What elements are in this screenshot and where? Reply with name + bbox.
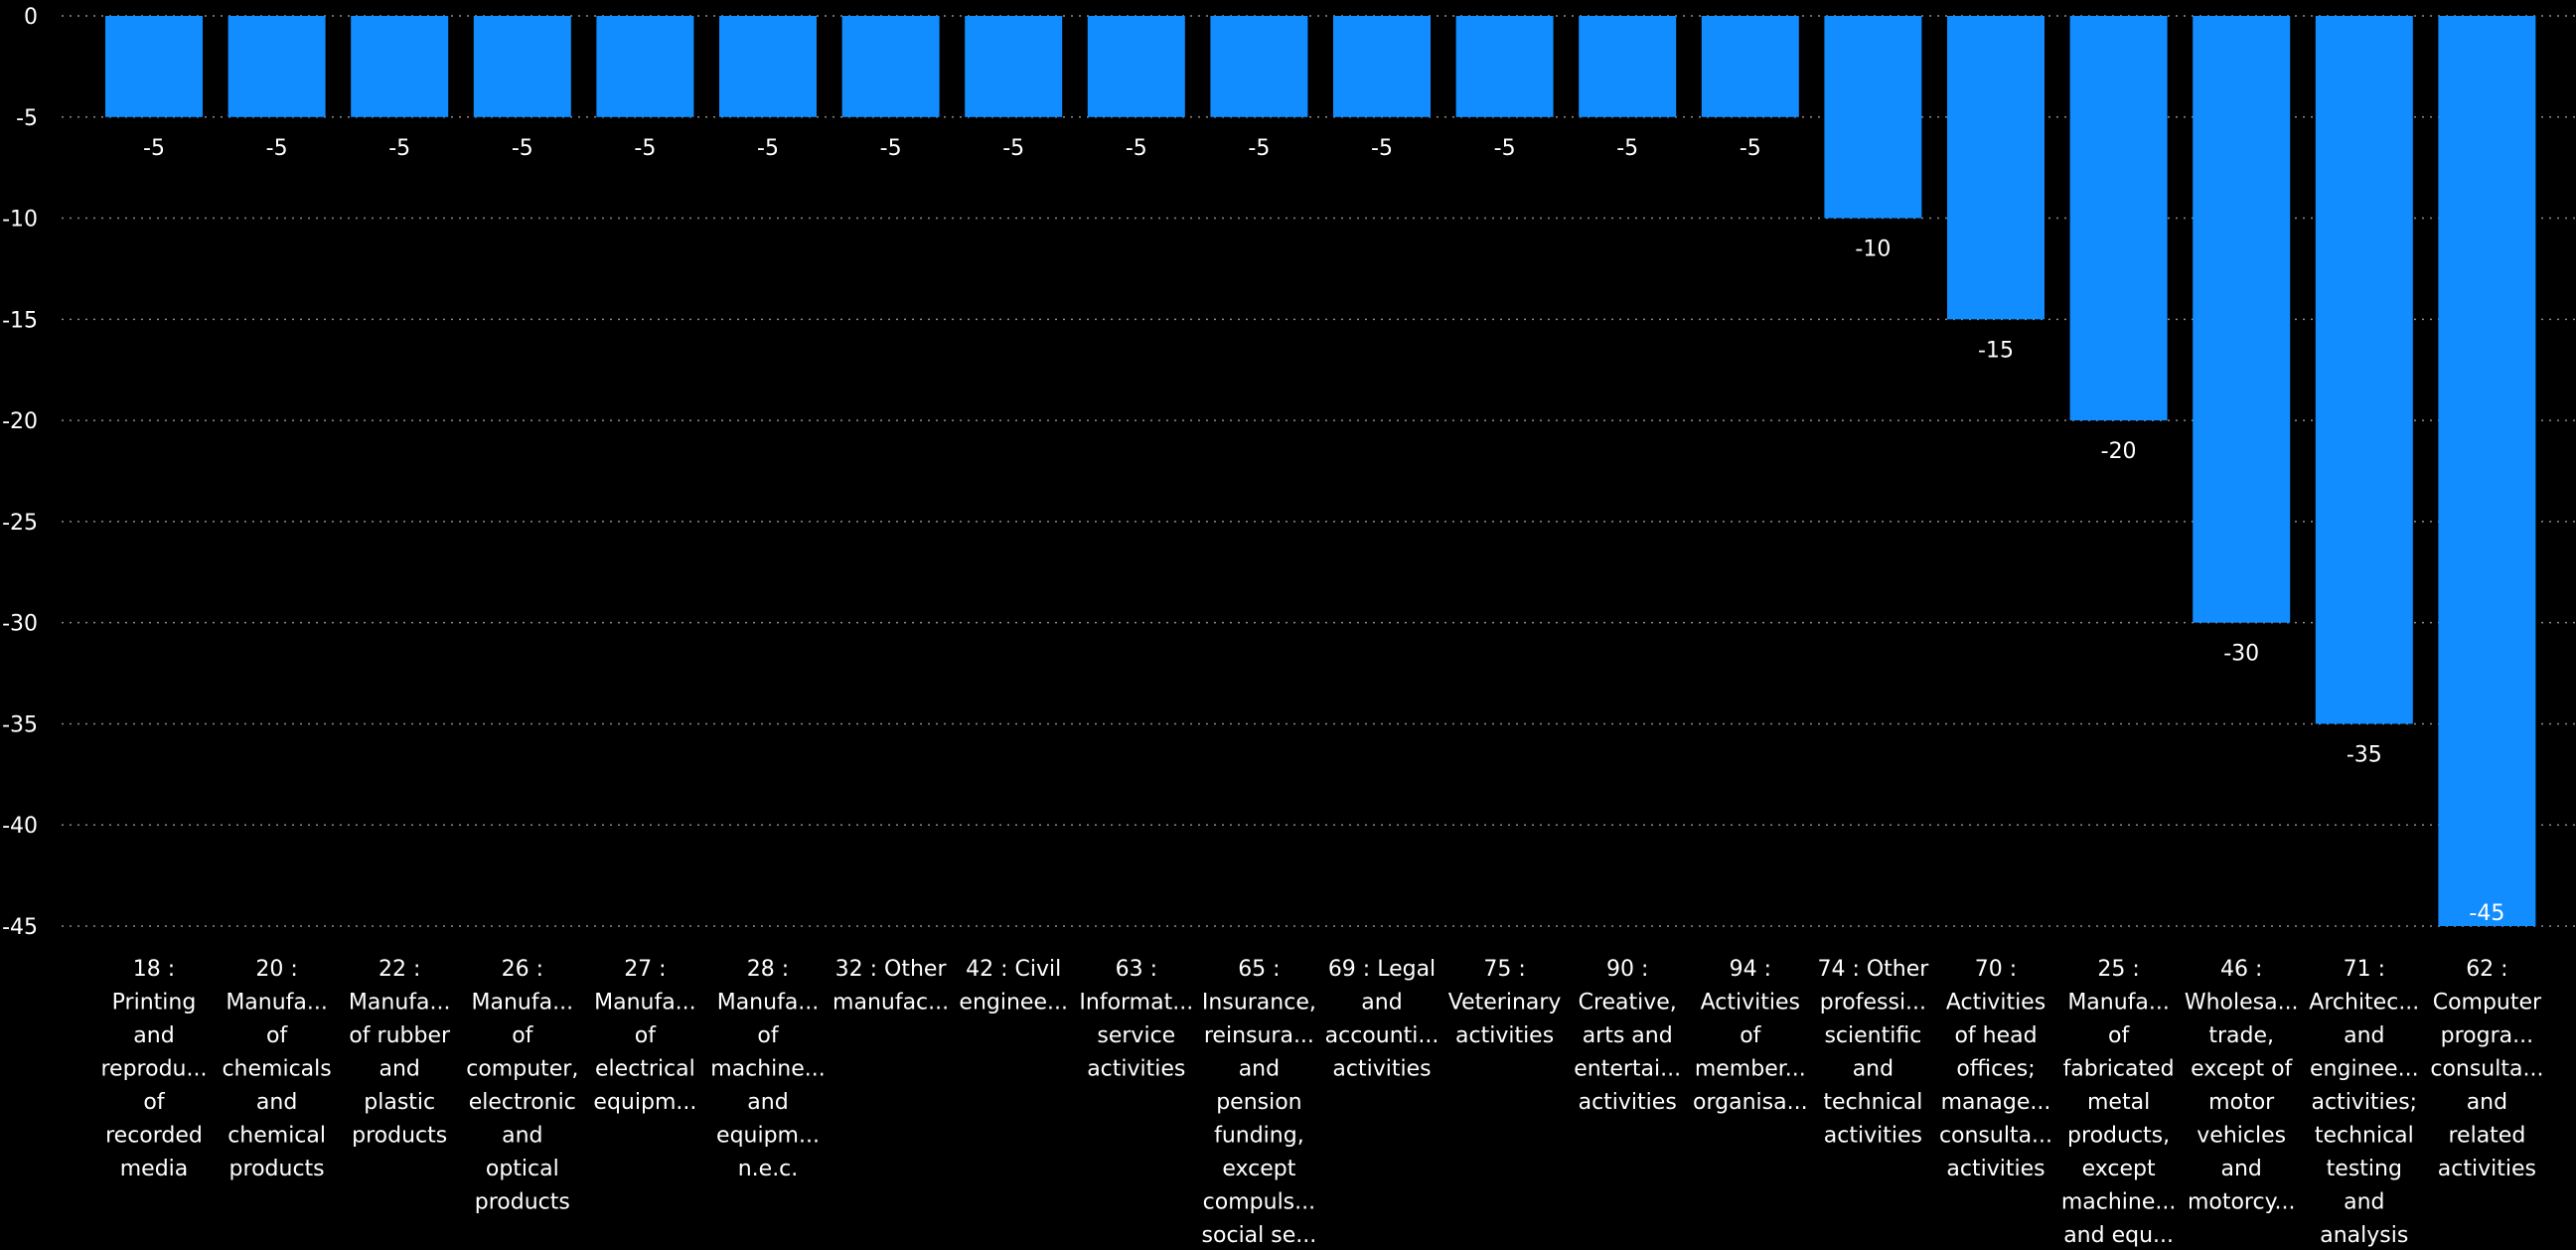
- x-tick-label: 71 : Architec... and enginee... activities; t…: [2309, 957, 2419, 1248]
- x-tick-label: 74 : Other professi... scientific and techni…: [1817, 957, 1929, 1149]
- x-tick-label: 90 : Creative, arts and entertai... activiti…: [1574, 957, 1681, 1115]
- data-label: -5: [1371, 136, 1393, 161]
- x-tick-label: 22 : Manufa... of rubber and plastic products: [349, 957, 451, 1149]
- y-tick-label: 0: [24, 5, 38, 30]
- bar: [2438, 16, 2536, 926]
- x-tick-label: 20 : Manufa... of chemicals and chemical produ…: [222, 957, 331, 1181]
- x-axis-categories: 18 : Printing and reprodu... of recorded media…: [101, 957, 2544, 1248]
- x-tick-label: 32 : Other manufac...: [833, 957, 949, 1016]
- x-tick-label: 28 : Manufa... of machine... and equipm... n.e…: [710, 957, 826, 1181]
- bar: [1947, 16, 2045, 320]
- y-tick-label: -30: [2, 612, 38, 637]
- bar: [596, 16, 694, 117]
- x-tick-label: 46 : Wholesa... trade, except of motor vehicl…: [2185, 957, 2299, 1215]
- x-tick-label: 94 : Activities of member... organisa...: [1693, 957, 1808, 1115]
- bar: [351, 16, 449, 117]
- y-tick-label: -40: [2, 814, 38, 839]
- data-label: -5: [1002, 136, 1024, 161]
- bar: [1333, 16, 1431, 117]
- data-label: -35: [2347, 742, 2382, 767]
- x-tick-label: 65 : Insurance, reinsura... and pension fundi…: [1202, 957, 1317, 1248]
- data-label: -5: [757, 136, 779, 161]
- x-tick-label: 25 : Manufa... of fabricated metal products, e…: [2061, 957, 2177, 1248]
- x-tick-label: 69 : Legal and accounti... activities: [1325, 957, 1440, 1082]
- data-label: -5: [388, 136, 410, 161]
- bar: [1579, 16, 1677, 117]
- data-label: -5: [143, 136, 165, 161]
- data-label: -5: [1494, 136, 1516, 161]
- bar: [1824, 16, 1922, 219]
- data-label: -10: [1855, 237, 1891, 262]
- data-label: -15: [1978, 338, 2014, 363]
- data-label: -20: [2101, 439, 2137, 464]
- x-tick-label: 26 : Manufa... of computer, electronic and opt…: [466, 957, 578, 1215]
- bar: [1455, 16, 1554, 117]
- y-tick-label: -20: [2, 409, 38, 434]
- y-tick-label: -5: [16, 106, 38, 131]
- bar: [227, 16, 326, 117]
- data-label: -45: [2469, 901, 2504, 926]
- bar: [473, 16, 571, 117]
- y-tick-label: -10: [2, 208, 38, 233]
- y-tick-label: -15: [2, 308, 38, 333]
- bar: [2193, 16, 2291, 623]
- y-tick-label: -45: [2, 915, 38, 940]
- bar: [965, 16, 1063, 117]
- bar: [719, 16, 817, 117]
- data-label: -5: [266, 136, 288, 161]
- bar: [2315, 16, 2413, 724]
- data-label: -5: [1740, 136, 1761, 161]
- data-label: -5: [880, 136, 902, 161]
- y-tick-label: -25: [2, 511, 38, 536]
- x-tick-label: 18 : Printing and reprodu... of recorded media: [101, 957, 208, 1181]
- gridlines: [62, 15, 2576, 927]
- bar: [841, 16, 940, 117]
- data-label: -5: [1248, 136, 1270, 161]
- x-tick-label: 42 : Civil enginee...: [959, 957, 1068, 1016]
- y-tick-label: -35: [2, 712, 38, 737]
- bars: [105, 16, 2536, 926]
- x-tick-label: 70 : Activities of head offices; manage... co…: [1939, 957, 2052, 1181]
- data-label: -5: [1616, 136, 1638, 161]
- bar: [105, 16, 203, 117]
- x-tick-label: 63 : Informat... service activities: [1079, 957, 1193, 1082]
- data-labels: -5 -5 -5 -5 -5 -5 -5 -5 -5 -5 -5 -5 -5 -5 -10 -15 -20 -30…: [143, 136, 2504, 926]
- bar: [1087, 16, 1185, 117]
- y-axis-ticks: 0 -5 -10 -15 -20 -25 -30 -35 -40 -45: [2, 5, 38, 940]
- x-tick-label: 27 : Manufa... of electrical equipm...: [593, 957, 696, 1115]
- data-label: -30: [2223, 642, 2259, 667]
- x-tick-label: 75 : Veterinary activities: [1448, 957, 1562, 1048]
- x-tick-label: 62 : Computer progra... consulta... and relat…: [2430, 957, 2543, 1181]
- data-label: -5: [1126, 136, 1147, 161]
- data-label: -5: [512, 136, 533, 161]
- bar: [1701, 16, 1799, 117]
- bar: [1210, 16, 1308, 117]
- bar: [2069, 16, 2168, 421]
- data-label: -5: [634, 136, 656, 161]
